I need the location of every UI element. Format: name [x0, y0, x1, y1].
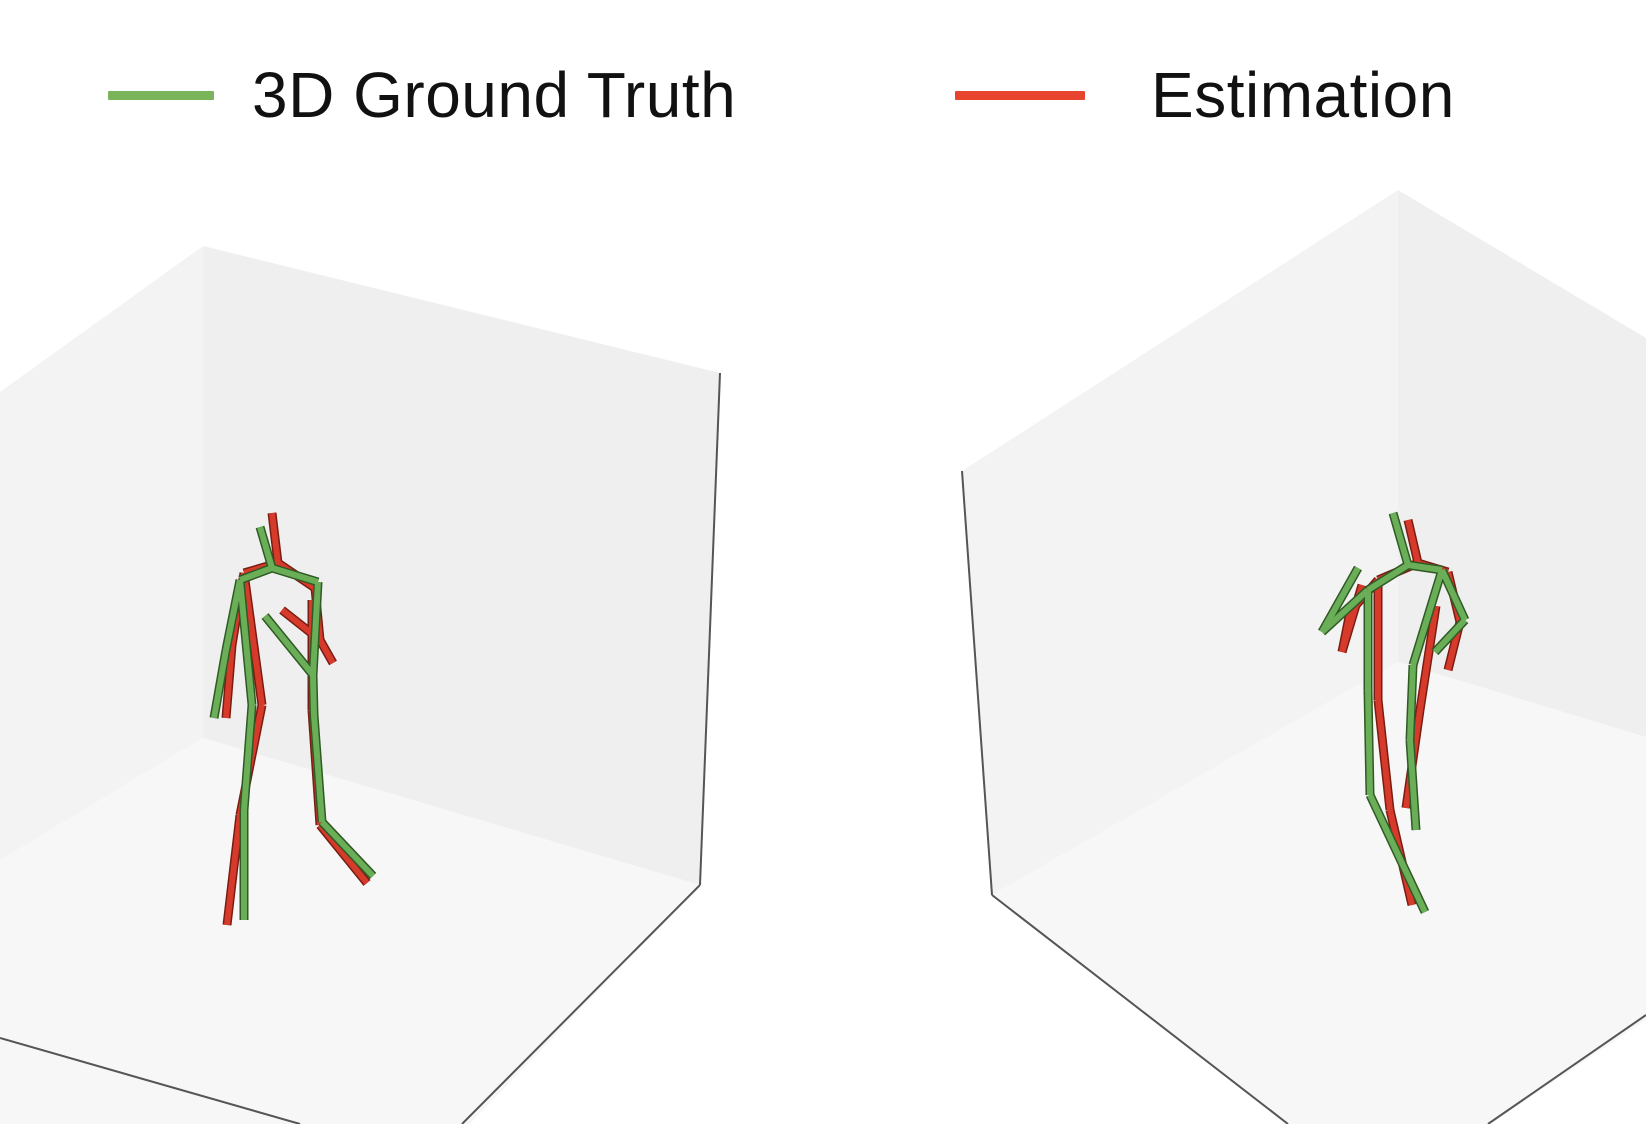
ground-truth-label: 3D Ground Truth — [252, 59, 737, 131]
left-side-wall — [0, 246, 203, 860]
bone — [310, 674, 317, 716]
bone — [1365, 689, 1373, 796]
bone — [262, 614, 316, 677]
right-vertical-edge — [961, 470, 993, 896]
left-floor-edge-left — [0, 1037, 301, 1124]
bone — [1407, 562, 1443, 573]
left-view-box — [0, 246, 721, 1124]
estimation-label: Estimation — [1151, 59, 1455, 131]
bone — [269, 512, 281, 564]
legend-item-ground-truth: 3D Ground Truth — [108, 50, 736, 140]
bone — [319, 819, 376, 879]
bone — [310, 581, 321, 676]
bone — [1319, 587, 1371, 635]
bone — [1405, 519, 1421, 564]
right-back-wall — [1398, 190, 1646, 737]
bone — [1319, 566, 1361, 634]
legend: 3D Ground Truth Estimation — [0, 50, 1646, 140]
right-ground-truth-skeleton — [1318, 511, 1470, 914]
left-floor — [0, 738, 700, 1124]
right-floor-edge-right — [1487, 1014, 1646, 1124]
right-floor-edge-front — [991, 894, 1289, 1124]
bone — [237, 579, 255, 706]
bone — [1417, 605, 1439, 711]
bone — [271, 565, 319, 585]
right-side-wall — [962, 190, 1398, 895]
right-view-box — [961, 190, 1646, 1124]
bone — [1407, 664, 1416, 741]
bone — [238, 565, 274, 583]
bone — [1410, 569, 1445, 666]
bone — [1367, 793, 1428, 914]
estimation-swatch — [955, 90, 1085, 100]
bone — [223, 579, 243, 651]
bone — [241, 704, 255, 811]
left-back-wall — [203, 246, 720, 885]
ground-truth-swatch — [108, 90, 214, 100]
bone — [1407, 739, 1419, 831]
legend-item-estimation: Estimation — [955, 50, 1455, 140]
bone — [317, 638, 336, 665]
left-ground-truth-skeleton — [209, 525, 377, 920]
bone — [1439, 568, 1468, 622]
bone — [311, 714, 325, 823]
left-vertical-edge — [699, 372, 721, 886]
bone — [223, 644, 235, 719]
left-floor-edge-front — [461, 884, 701, 1124]
bone — [224, 814, 243, 926]
bone — [1366, 562, 1410, 593]
bone — [241, 572, 265, 706]
bone — [211, 649, 229, 719]
right-floor — [992, 662, 1646, 1124]
bone — [1375, 699, 1393, 811]
bone — [1390, 512, 1411, 566]
bone — [257, 526, 275, 569]
bone — [1432, 617, 1468, 655]
